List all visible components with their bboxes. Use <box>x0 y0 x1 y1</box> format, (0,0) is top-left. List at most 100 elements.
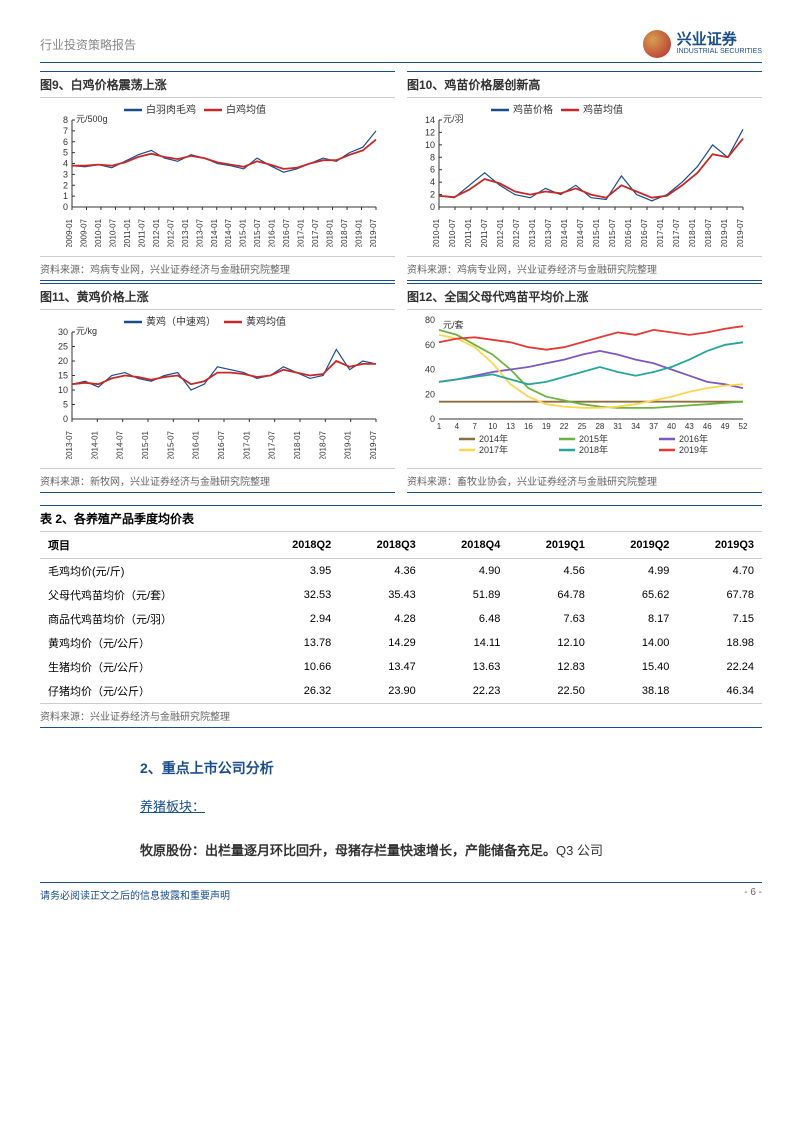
svg-text:30: 30 <box>58 327 68 337</box>
table-header: 2019Q2 <box>593 532 678 559</box>
svg-text:10: 10 <box>488 422 497 431</box>
svg-text:2019-01: 2019-01 <box>720 218 729 247</box>
svg-text:2: 2 <box>430 190 435 200</box>
svg-text:20: 20 <box>425 389 435 399</box>
body-tail: Q3 公司 <box>556 843 603 858</box>
table-row: 毛鸡均价(元/斤)3.954.364.904.564.994.70 <box>40 559 762 584</box>
svg-text:49: 49 <box>721 422 730 431</box>
footer: 请务必阅读正文之后的信息披露和重要声明 - 6 - <box>40 882 762 902</box>
fig9-title: 图9、白鸡价格震荡上涨 <box>40 72 395 98</box>
svg-text:2012-07: 2012-07 <box>512 218 521 247</box>
svg-text:2015-07: 2015-07 <box>608 218 617 247</box>
svg-text:20: 20 <box>58 356 68 366</box>
svg-text:鸡苗价格: 鸡苗价格 <box>513 103 553 116</box>
table-2: 表 2、各养殖产品季度均价表 项目2018Q22018Q32018Q42019Q… <box>40 505 762 728</box>
svg-text:2017年: 2017年 <box>479 444 508 455</box>
svg-text:2018-07: 2018-07 <box>318 430 327 459</box>
svg-text:40: 40 <box>667 422 676 431</box>
svg-text:0: 0 <box>63 202 68 212</box>
table-header: 2018Q2 <box>255 532 340 559</box>
svg-text:10: 10 <box>425 140 435 150</box>
svg-text:1: 1 <box>63 191 68 201</box>
svg-text:60: 60 <box>425 340 435 350</box>
fig10-source: 资料来源：鸡病专业网，兴业证券经济与金融研究院整理 <box>407 256 762 281</box>
svg-text:黄鸡（中速鸡）: 黄鸡（中速鸡） <box>146 315 216 328</box>
svg-text:2013-07: 2013-07 <box>65 430 74 459</box>
svg-text:3: 3 <box>63 169 68 179</box>
svg-text:2018-01: 2018-01 <box>326 218 335 247</box>
table-row: 黄鸡均价（元/公斤）13.7814.2914.1112.1014.0018.98 <box>40 631 762 655</box>
table-row: 父母代鸡苗均价（元/套）32.5335.4351.8964.7865.6267.… <box>40 583 762 607</box>
table2-grid: 项目2018Q22018Q32018Q42019Q12019Q22019Q3毛鸡… <box>40 532 762 703</box>
svg-text:2010-07: 2010-07 <box>108 218 117 247</box>
svg-text:2016-01: 2016-01 <box>268 218 277 247</box>
svg-text:2014-07: 2014-07 <box>116 430 125 459</box>
table-row: 仔猪均价（元/公斤）26.3223.9022.2322.5038.1846.34 <box>40 679 762 703</box>
svg-text:元/kg: 元/kg <box>76 326 97 336</box>
svg-text:4: 4 <box>430 177 435 187</box>
svg-text:2015-01: 2015-01 <box>592 218 601 247</box>
svg-text:2014年: 2014年 <box>479 433 508 444</box>
fig9-source: 资料来源：鸡病专业网，兴业证券经济与金融研究院整理 <box>40 256 395 281</box>
table-header: 2018Q3 <box>339 532 424 559</box>
svg-text:2018-01: 2018-01 <box>688 218 697 247</box>
svg-text:5: 5 <box>63 148 68 158</box>
logo-en: INDUSTRIAL SECURITIES <box>677 48 762 56</box>
svg-text:2014-01: 2014-01 <box>560 218 569 247</box>
svg-text:元/500g: 元/500g <box>76 114 108 124</box>
page-number: - 6 - <box>744 887 762 902</box>
svg-text:鸡苗均值: 鸡苗均值 <box>583 103 623 116</box>
svg-text:80: 80 <box>425 315 435 325</box>
svg-text:19: 19 <box>542 422 551 431</box>
svg-text:2011-01: 2011-01 <box>123 218 132 247</box>
svg-text:10: 10 <box>58 385 68 395</box>
logo: 兴业证券 INDUSTRIAL SECURITIES <box>643 30 762 58</box>
svg-text:52: 52 <box>739 422 748 431</box>
svg-text:2014-01: 2014-01 <box>90 430 99 459</box>
svg-text:31: 31 <box>613 422 622 431</box>
svg-text:元/套: 元/套 <box>443 319 464 330</box>
fig10-title: 图10、鸡苗价格屡创新高 <box>407 72 762 98</box>
svg-text:0: 0 <box>430 202 435 212</box>
svg-text:2009-07: 2009-07 <box>79 218 88 247</box>
svg-text:2015-01: 2015-01 <box>141 430 150 459</box>
svg-text:2012-07: 2012-07 <box>166 218 175 247</box>
svg-text:5: 5 <box>63 400 68 410</box>
svg-text:2013-01: 2013-01 <box>181 218 190 247</box>
svg-text:白鸡均值: 白鸡均值 <box>226 103 266 116</box>
svg-text:2019年: 2019年 <box>679 444 708 455</box>
svg-text:2016-07: 2016-07 <box>217 430 226 459</box>
figure-12: 图12、全国父母代鸡苗平均价上涨 020406080元/套14710131619… <box>407 283 762 493</box>
svg-text:40: 40 <box>425 365 435 375</box>
table2-source: 资料来源：兴业证券经济与金融研究院整理 <box>40 703 762 728</box>
figure-11: 图11、黄鸡价格上涨 黄鸡（中速鸡）黄鸡均值051015202530元/kg20… <box>40 283 395 493</box>
svg-text:15: 15 <box>58 371 68 381</box>
svg-text:2017-01: 2017-01 <box>297 218 306 247</box>
svg-text:0: 0 <box>63 414 68 424</box>
logo-cn: 兴业证券 <box>677 32 762 49</box>
svg-text:2018-07: 2018-07 <box>704 218 713 247</box>
svg-text:2013-07: 2013-07 <box>544 218 553 247</box>
page-header: 行业投资策略报告 兴业证券 INDUSTRIAL SECURITIES <box>40 30 762 63</box>
svg-text:4: 4 <box>455 422 460 431</box>
svg-text:43: 43 <box>685 422 694 431</box>
logo-icon <box>643 30 671 58</box>
svg-text:6: 6 <box>430 165 435 175</box>
svg-text:2015-07: 2015-07 <box>166 430 175 459</box>
svg-text:2014-01: 2014-01 <box>210 218 219 247</box>
body-paragraph: 牧原股份：出栏量逐月环比回升，母猪存栏量快速增长，产能储备充足。Q3 公司 <box>140 839 742 862</box>
svg-text:37: 37 <box>649 422 658 431</box>
svg-text:2010-01: 2010-01 <box>432 218 441 247</box>
svg-text:2019-07: 2019-07 <box>369 430 378 459</box>
svg-text:2011-01: 2011-01 <box>464 218 473 247</box>
svg-text:白羽肉毛鸡: 白羽肉毛鸡 <box>146 103 196 116</box>
svg-text:2016-01: 2016-01 <box>624 218 633 247</box>
fig11-title: 图11、黄鸡价格上涨 <box>40 284 395 310</box>
svg-text:2015-07: 2015-07 <box>253 218 262 247</box>
svg-text:2012-01: 2012-01 <box>496 218 505 247</box>
table2-title: 表 2、各养殖产品季度均价表 <box>40 506 762 532</box>
table-header: 项目 <box>40 532 255 559</box>
svg-text:2011-07: 2011-07 <box>137 218 146 247</box>
svg-text:2019-01: 2019-01 <box>344 430 353 459</box>
doc-type: 行业投资策略报告 <box>40 36 136 53</box>
